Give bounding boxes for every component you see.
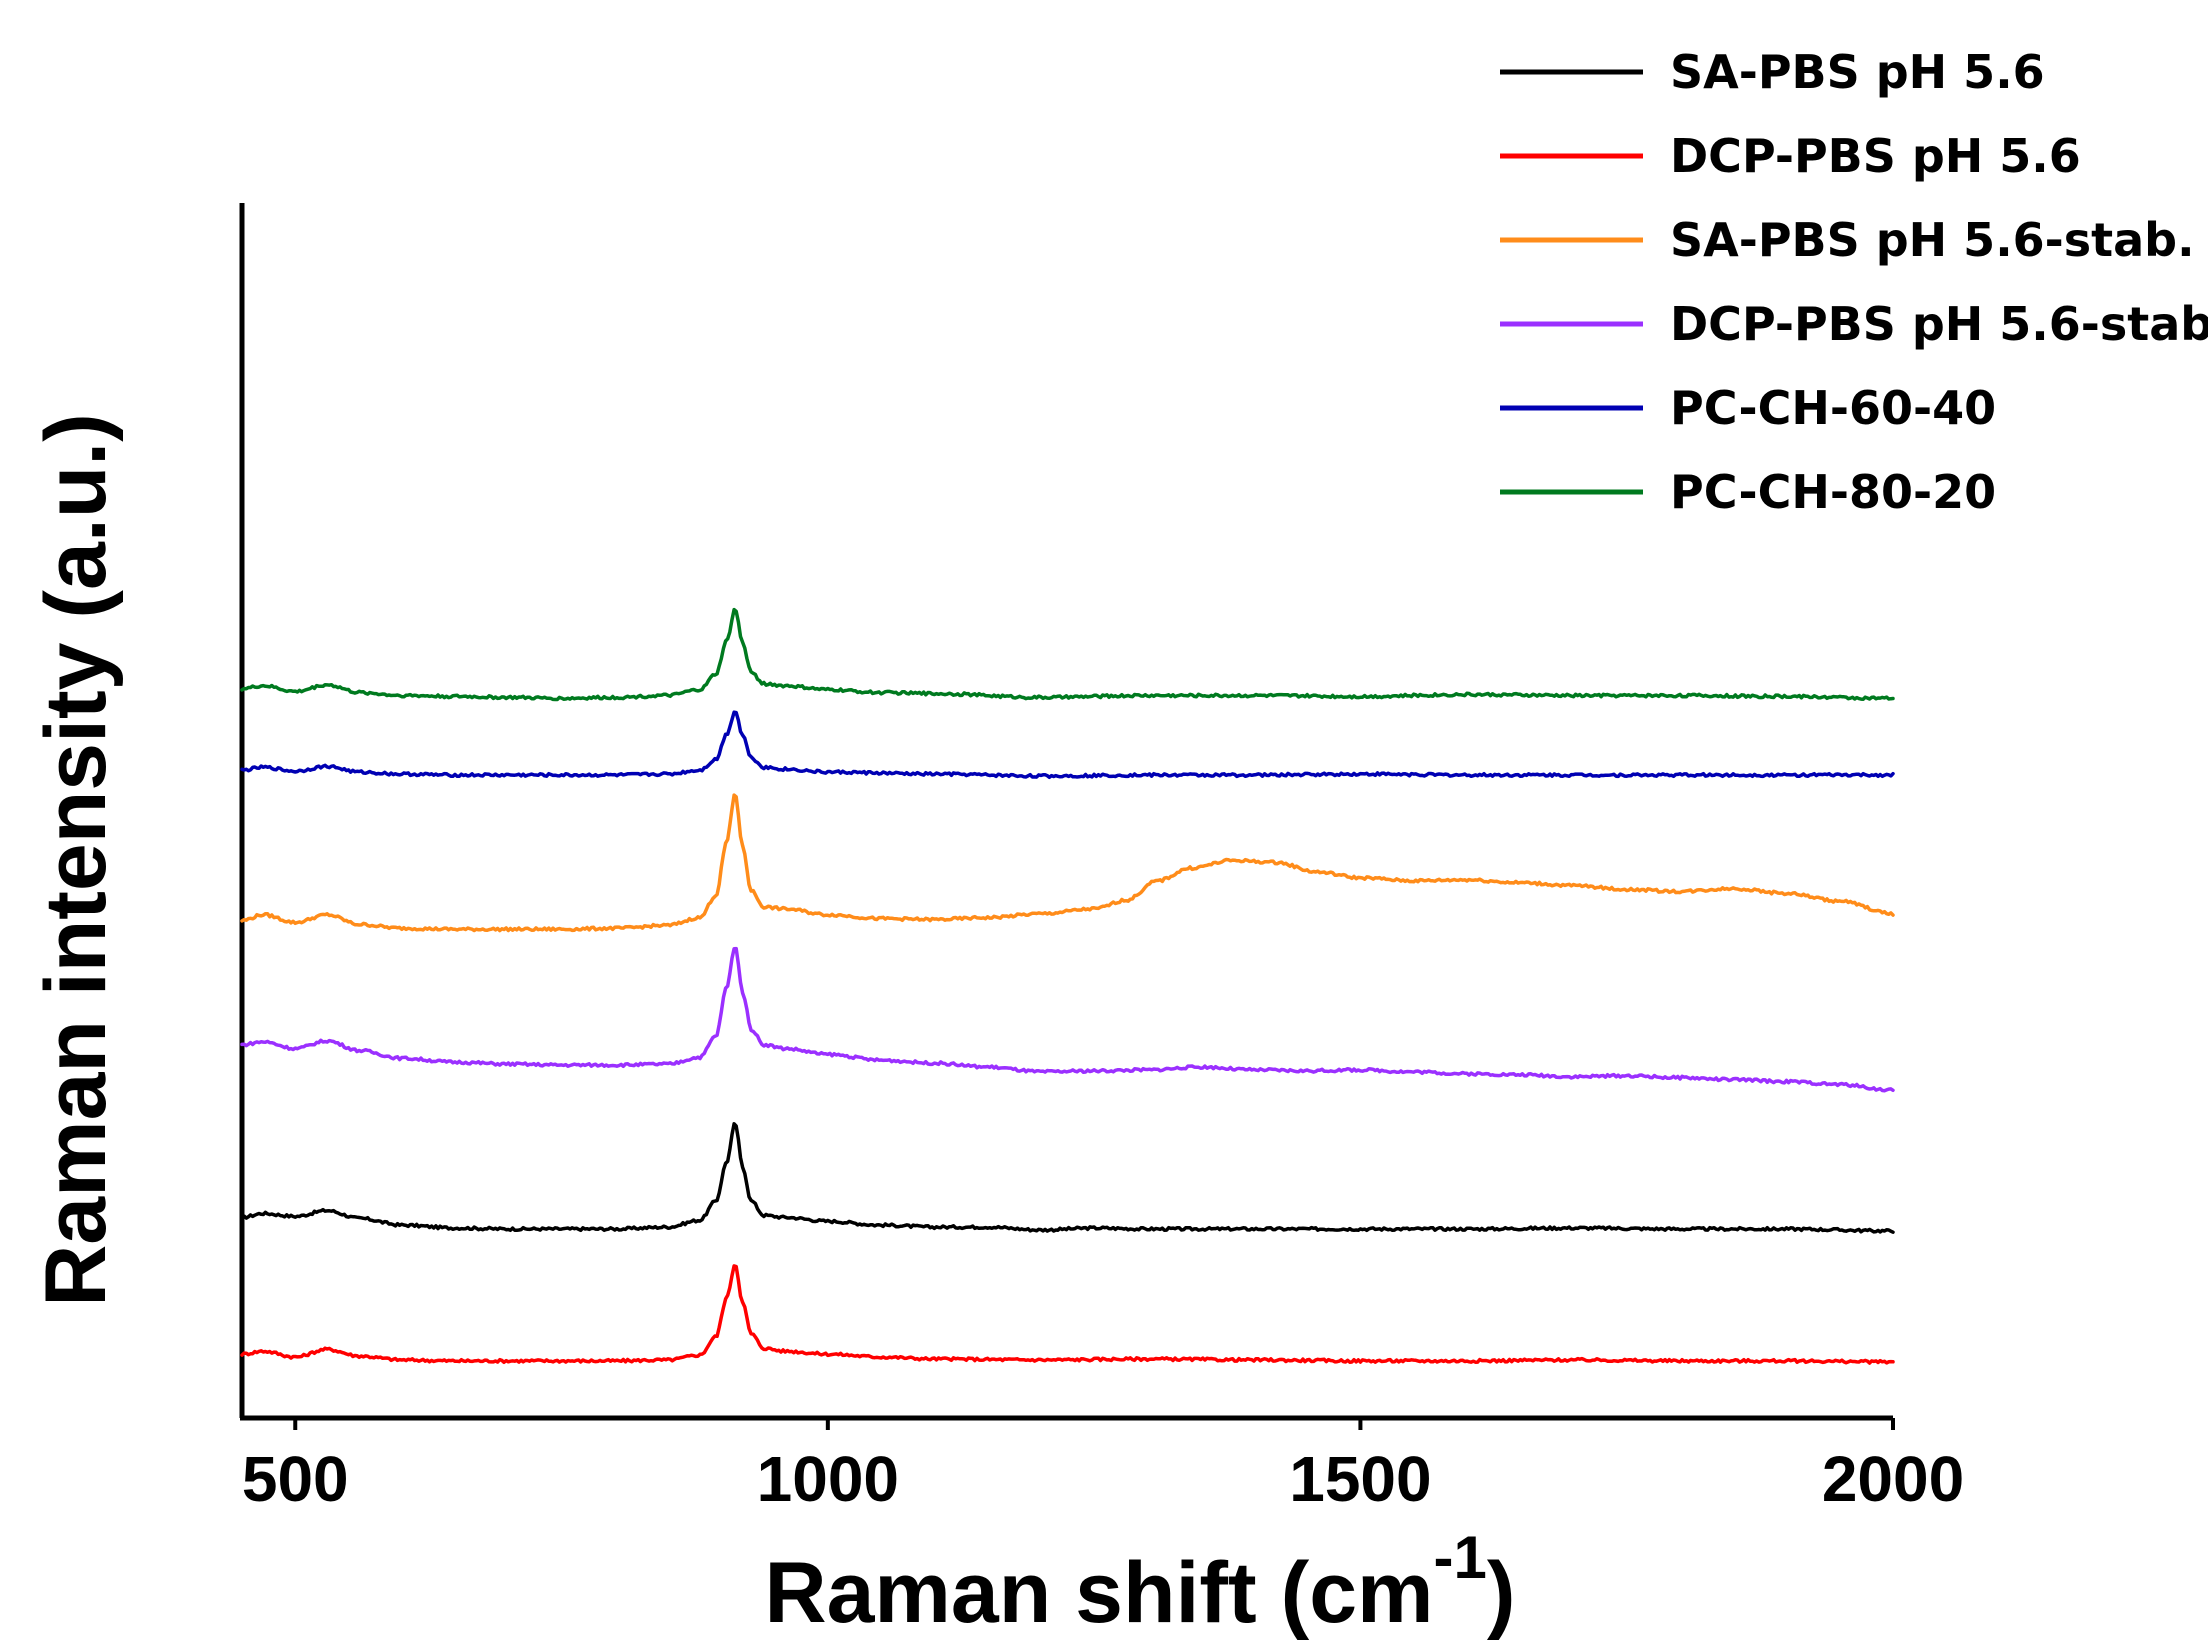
series-line-sa-pbs-ph-5-6	[240, 1122, 1895, 1234]
x-axis-label: Raman shift (cm-1)	[764, 1524, 1515, 1641]
x-tick-label-2000: 2000	[1822, 1443, 1964, 1515]
x-tick-label-1000: 1000	[757, 1443, 899, 1515]
x-axis-label-close: )	[1487, 1545, 1516, 1641]
legend-label-6: PC-CH-80-20	[1670, 465, 1996, 519]
series-line-pc-ch-80-20	[240, 607, 1895, 702]
series-group	[240, 607, 1895, 1365]
legend-label-3: SA-PBS pH 5.6-stab.	[1670, 213, 2195, 267]
legend-label-2: DCP-PBS pH 5.6	[1670, 129, 2081, 183]
series-line-dcp-pbs-ph-5-6-stab	[240, 946, 1895, 1093]
x-axis-label-main: Raman shift (cm	[764, 1545, 1433, 1641]
x-axis-label-superscript: -1	[1434, 1524, 1487, 1591]
x-tick-label-1500: 1500	[1289, 1443, 1431, 1515]
series-line-pc-ch-60-40	[240, 710, 1895, 780]
y-axis-label: Raman intensity (a.u.)	[28, 413, 124, 1307]
legend-label-1: SA-PBS pH 5.6	[1670, 45, 2045, 99]
series-line-sa-pbs-ph-5-6-stab	[240, 793, 1895, 933]
legend: SA-PBS pH 5.6 DCP-PBS pH 5.6 SA-PBS pH 5.6…	[1500, 45, 2208, 519]
series-line-dcp-pbs-ph-5-6	[240, 1264, 1895, 1365]
x-ticks: 500 1000 1500 2000	[242, 1418, 1964, 1515]
legend-label-5: PC-CH-60-40	[1670, 381, 1996, 435]
x-tick-label-500: 500	[242, 1443, 349, 1515]
axes	[239, 203, 1893, 1421]
legend-label-4: DCP-PBS pH 5.6-stab.	[1670, 297, 2208, 351]
